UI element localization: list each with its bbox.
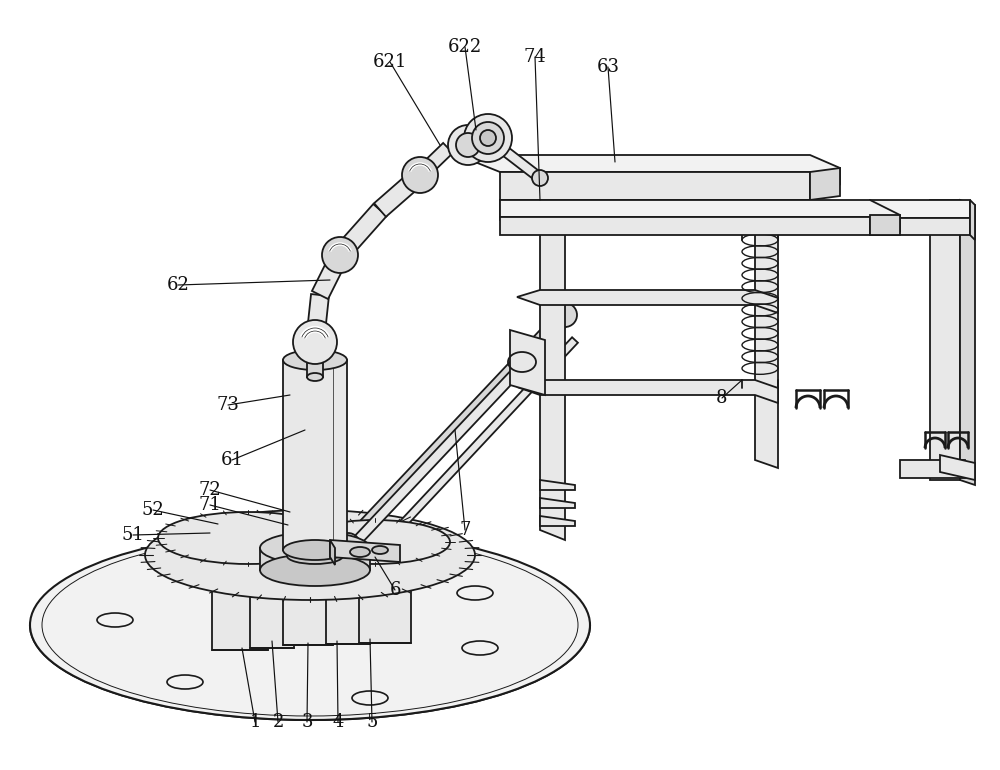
Polygon shape [755,170,778,468]
Text: 62: 62 [167,276,189,294]
Polygon shape [303,342,327,360]
Polygon shape [351,312,574,547]
Polygon shape [283,563,333,645]
Polygon shape [930,200,960,480]
Polygon shape [307,360,323,377]
Text: 4: 4 [332,713,344,731]
Polygon shape [212,567,268,650]
Text: 7: 7 [459,521,471,539]
Polygon shape [283,360,347,550]
Ellipse shape [303,337,327,347]
Text: 5: 5 [366,713,378,731]
Ellipse shape [260,554,370,586]
Text: 73: 73 [217,396,239,414]
Ellipse shape [300,520,450,564]
Polygon shape [900,460,965,478]
Text: 3: 3 [301,713,313,731]
Ellipse shape [350,547,370,557]
Polygon shape [260,548,370,570]
Ellipse shape [283,540,347,560]
Polygon shape [330,540,335,565]
Text: 8: 8 [716,389,728,407]
Polygon shape [500,200,530,228]
Text: 6: 6 [389,581,401,599]
Polygon shape [500,200,900,232]
Text: 2: 2 [272,713,284,731]
Polygon shape [326,561,370,644]
Circle shape [448,125,488,165]
Polygon shape [540,480,575,490]
Polygon shape [374,168,426,217]
Ellipse shape [158,512,338,564]
Text: 61: 61 [221,451,244,469]
Ellipse shape [307,373,323,381]
Text: 621: 621 [373,53,407,71]
Polygon shape [333,204,387,261]
Polygon shape [870,215,900,235]
Polygon shape [359,560,411,643]
Polygon shape [312,251,348,299]
Text: 63: 63 [596,58,619,76]
Polygon shape [485,134,543,182]
Polygon shape [287,538,343,556]
Circle shape [480,130,496,146]
Polygon shape [940,455,975,480]
Polygon shape [337,317,558,551]
Text: 52: 52 [142,501,164,519]
Polygon shape [540,172,600,190]
Text: 1: 1 [249,713,261,731]
Text: 71: 71 [199,496,221,514]
Ellipse shape [359,551,411,569]
Circle shape [402,157,438,193]
Ellipse shape [326,553,370,569]
Polygon shape [960,200,975,485]
Polygon shape [540,516,575,526]
Polygon shape [810,168,840,200]
Ellipse shape [287,548,343,564]
Circle shape [336,533,360,557]
Text: 72: 72 [199,481,221,499]
Text: 51: 51 [122,526,144,544]
Polygon shape [870,200,970,218]
Polygon shape [540,498,575,508]
Polygon shape [517,380,778,403]
Ellipse shape [260,532,370,564]
Circle shape [553,303,577,327]
Ellipse shape [283,350,347,370]
Circle shape [456,133,480,157]
Polygon shape [870,218,970,235]
Polygon shape [755,160,810,178]
Circle shape [322,237,358,273]
Text: 74: 74 [524,48,546,66]
Circle shape [532,170,548,186]
Circle shape [472,122,504,154]
Ellipse shape [145,510,475,600]
Polygon shape [330,540,400,562]
Polygon shape [540,180,565,540]
Ellipse shape [250,557,294,573]
Polygon shape [500,217,870,235]
Ellipse shape [30,530,590,720]
Polygon shape [415,143,453,180]
Polygon shape [250,565,294,648]
Polygon shape [382,337,578,546]
Ellipse shape [212,557,268,577]
Polygon shape [306,294,329,343]
Ellipse shape [283,554,333,572]
Ellipse shape [287,530,343,546]
Polygon shape [517,290,778,313]
Polygon shape [500,172,810,200]
Polygon shape [970,200,975,240]
Circle shape [297,324,333,360]
Polygon shape [510,330,545,395]
Polygon shape [470,155,840,185]
Circle shape [464,114,512,162]
Circle shape [293,320,337,364]
Ellipse shape [372,546,388,554]
Text: 622: 622 [448,38,482,56]
